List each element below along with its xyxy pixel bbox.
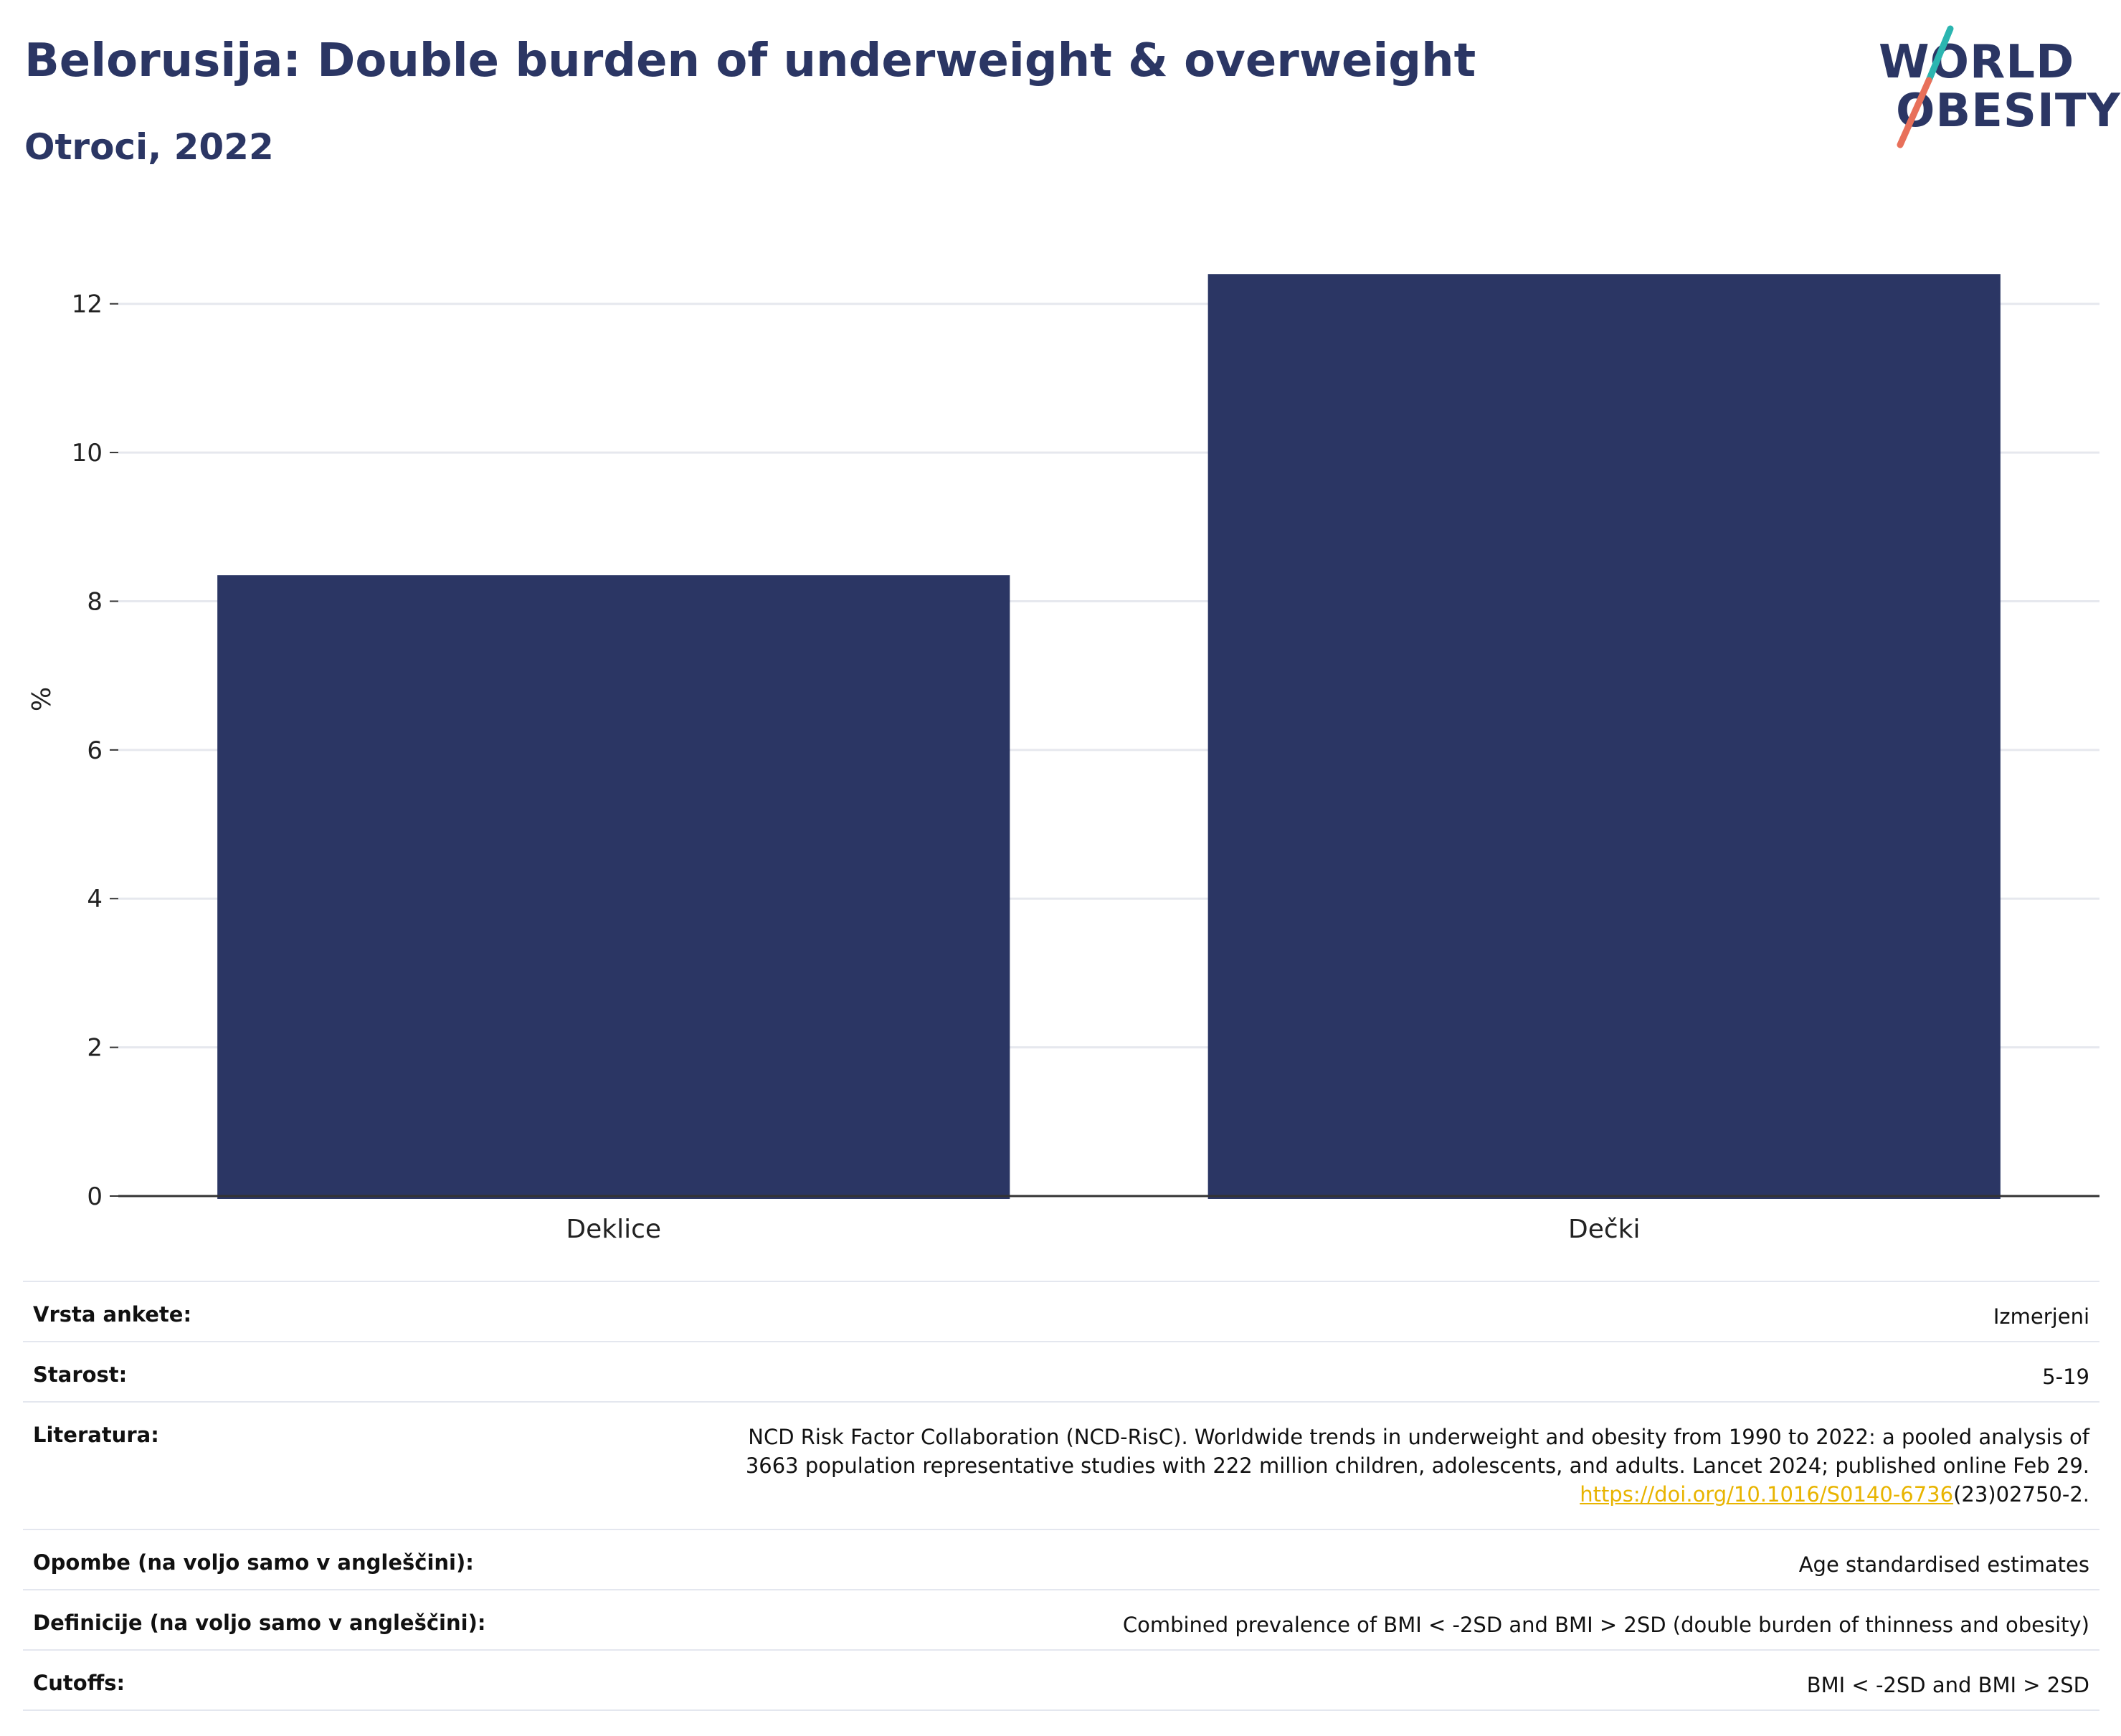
info-row-definitions: Definicije (na voljo samo v angleščini):…: [23, 1589, 2099, 1649]
info-row-literature: Literatura: NCD Risk Factor Collaboratio…: [23, 1401, 2099, 1529]
age-label: Starost:: [33, 1362, 128, 1387]
bar-girls[interactable]: [217, 575, 1010, 1199]
literature-line-1: NCD Risk Factor Collaboration (NCD-RisC)…: [748, 1425, 2089, 1449]
y-tick-label-6: 6: [87, 736, 103, 765]
definitions-value: Combined prevalence of BMI < -2SD and BM…: [1122, 1613, 2089, 1637]
cutoffs-label: Cutoffs:: [33, 1671, 125, 1695]
x-tick-label-girls: Deklice: [566, 1215, 661, 1244]
y-tick-label-4: 4: [87, 885, 103, 914]
literature-label: Literatura:: [33, 1423, 159, 1447]
literature-tail: (23)02750-2.: [1953, 1482, 2089, 1507]
y-tick-label-12: 12: [72, 290, 103, 319]
notes-value: Age standardised estimates: [1798, 1552, 2089, 1577]
info-table: Vrsta ankete: Izmerjeni Starost: 5-19 Li…: [23, 1281, 2099, 1711]
info-row-survey: Vrsta ankete: Izmerjeni: [23, 1281, 2099, 1341]
axes: 0 2 4 6 8 10 12 Deklice Dečki: [72, 290, 2099, 1244]
logo-text-obesity: OBESITY: [1896, 85, 2121, 138]
survey-label: Vrsta ankete:: [33, 1302, 192, 1327]
definitions-label: Definicije (na voljo samo v angleščini):: [33, 1611, 486, 1635]
y-tick-label-2: 2: [87, 1034, 103, 1063]
x-tick-label-boys: Dečki: [1568, 1215, 1641, 1244]
world-obesity-logo[interactable]: WORLD OBESITY: [1864, 22, 2120, 151]
survey-value: Izmerjeni: [1993, 1304, 2089, 1329]
literature-line-2: 3663 population representative studies w…: [745, 1453, 2089, 1478]
y-tick-label-10: 10: [72, 439, 103, 468]
age-value: 5-19: [2042, 1365, 2089, 1389]
bar-boys[interactable]: [1207, 274, 2001, 1200]
bars: [217, 274, 2001, 1200]
logo-slash-icon: [1897, 25, 1954, 148]
info-row-age: Starost: 5-19: [23, 1341, 2099, 1401]
bar-chart: 0 2 4 6 8 10 12 Deklice Dečki %: [27, 274, 2099, 1244]
y-tick-label-0: 0: [87, 1182, 103, 1211]
chart-title: Belorusija: Double burden of underweight…: [24, 34, 1476, 87]
doi-link[interactable]: https://doi.org/10.1016/S0140-6736: [1580, 1482, 1954, 1507]
info-row-notes: Opombe (na voljo samo v angleščini): Age…: [23, 1529, 2099, 1589]
info-row-cutoffs: Cutoffs: BMI < -2SD and BMI > 2SD: [23, 1649, 2099, 1711]
notes-label: Opombe (na voljo samo v angleščini):: [33, 1550, 474, 1575]
cutoffs-value: BMI < -2SD and BMI > 2SD: [1806, 1673, 2089, 1697]
chart-subtitle: Otroci, 2022: [24, 126, 274, 168]
y-tick-label-8: 8: [87, 587, 103, 616]
y-axis-label: %: [27, 687, 57, 711]
literature-value: NCD Risk Factor Collaboration (NCD-RisC)…: [746, 1423, 2089, 1509]
logo-text-world: WORLD: [1879, 36, 2075, 89]
